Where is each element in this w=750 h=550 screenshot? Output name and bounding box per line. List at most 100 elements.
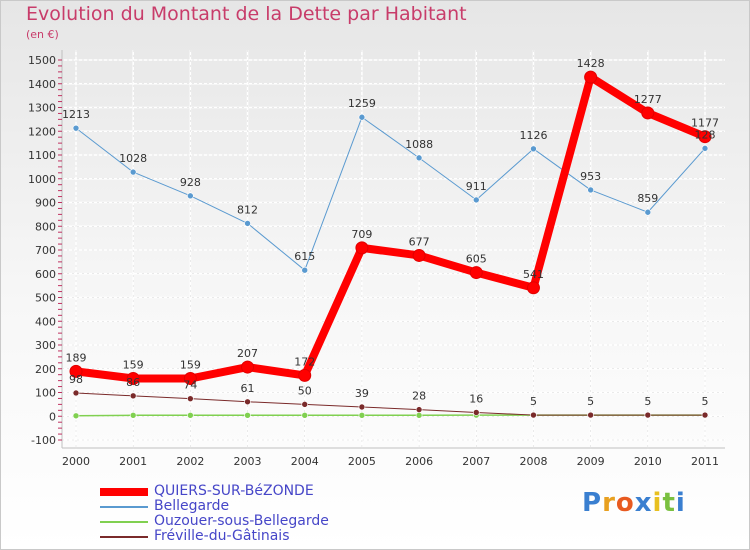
- data-label: 98: [69, 373, 83, 386]
- data-point: [698, 130, 712, 144]
- y-tick-label: 200: [35, 363, 56, 376]
- data-point: [129, 392, 137, 400]
- y-tick-label: 400: [35, 315, 56, 328]
- data-label: 1213: [62, 108, 90, 121]
- data-label: 605: [466, 253, 487, 266]
- data-label: 1259: [348, 97, 376, 110]
- data-label: 615: [294, 250, 315, 263]
- data-point: [584, 70, 598, 84]
- data-label: 1428: [577, 57, 605, 70]
- data-label: 953: [580, 170, 601, 183]
- data-label: 5: [530, 395, 537, 408]
- y-tick-label: 500: [35, 292, 56, 305]
- y-unit-label: (en €): [26, 28, 59, 41]
- x-tick-label: 2003: [234, 455, 262, 468]
- y-tick-label: -100: [31, 434, 56, 447]
- data-label: 39: [355, 387, 369, 400]
- data-label: 50: [298, 384, 312, 397]
- data-label: 159: [123, 358, 144, 371]
- x-tick-label: 2010: [634, 455, 662, 468]
- data-label: 86: [126, 376, 140, 389]
- data-point: [129, 168, 137, 176]
- grid: [62, 50, 725, 450]
- data-point: [301, 266, 309, 274]
- x-tick-label: 2007: [462, 455, 490, 468]
- x-tick-label: 2005: [348, 455, 376, 468]
- data-point: [701, 145, 709, 152]
- proxiti-logo: Proxiti: [582, 488, 686, 518]
- series-line: [75, 392, 706, 416]
- data-label: 16: [469, 392, 483, 405]
- data-point: [469, 266, 483, 280]
- data-point: [187, 395, 194, 402]
- data-point: [244, 398, 251, 406]
- data-point: [644, 411, 652, 419]
- data-label: 541: [523, 268, 544, 281]
- data-label: 5: [702, 395, 709, 408]
- data-label: 1277: [634, 93, 662, 106]
- data-point: [530, 145, 537, 153]
- x-tick-label: 2001: [119, 455, 147, 468]
- y-tick-label: 1100: [28, 149, 56, 162]
- chart-title: Evolution du Montant de la Dette par Hab…: [26, 3, 467, 25]
- data-point: [244, 220, 251, 227]
- data-label: 5: [587, 395, 594, 408]
- y-tick-label: 1200: [28, 125, 56, 138]
- x-tick-label: 2004: [291, 455, 319, 468]
- logo-letter: i: [652, 488, 663, 518]
- y-tick-label: 900: [35, 197, 56, 210]
- data-label: 28: [412, 390, 426, 403]
- data-label: 128: [695, 128, 716, 141]
- data-point: [129, 411, 137, 419]
- data-point: [301, 401, 309, 408]
- x-tick-label: 2002: [176, 455, 204, 468]
- data-point: [241, 360, 255, 374]
- data-label: 677: [409, 235, 430, 248]
- y-tick-label: 100: [35, 387, 56, 400]
- data-point: [355, 241, 369, 255]
- legend-swatch: [100, 506, 148, 508]
- data-label: 1177: [691, 117, 719, 130]
- data-label: 207: [237, 347, 258, 360]
- data-point: [587, 186, 594, 194]
- data-point: [358, 113, 366, 121]
- data-point: [415, 406, 423, 413]
- data-point: [472, 409, 480, 416]
- data-point: [526, 281, 540, 295]
- data-label: 61: [241, 382, 255, 395]
- legend-swatch: [100, 536, 148, 538]
- data-point: [358, 411, 366, 419]
- data-point: [415, 154, 423, 162]
- y-tick-label: 1300: [28, 102, 56, 115]
- logo-letter: x: [634, 488, 653, 518]
- data-point: [301, 411, 309, 419]
- y-tick-label: 300: [35, 339, 56, 352]
- data-point: [298, 368, 312, 382]
- data-label: 709: [351, 228, 372, 241]
- data-point: [701, 411, 709, 419]
- series-line: [72, 73, 709, 383]
- data-point: [412, 248, 426, 262]
- x-tick-label: 2006: [405, 455, 433, 468]
- data-label: 172: [294, 355, 315, 368]
- y-tick-label: 0: [49, 410, 56, 423]
- logo-letter: i: [675, 488, 686, 518]
- data-label: 159: [180, 358, 201, 371]
- y-tick-label: 700: [35, 244, 56, 257]
- x-tick-label: 2008: [519, 455, 547, 468]
- logo-letter: P: [582, 488, 603, 518]
- legend-label: Bellegarde: [154, 498, 230, 514]
- data-label: 928: [180, 176, 201, 189]
- legend-label: Ouzouer-sous-Bellegarde: [154, 513, 329, 529]
- y-tick-label: 1400: [28, 78, 56, 91]
- data-label: 1028: [119, 152, 147, 165]
- legend-swatch: [100, 521, 148, 523]
- data-label: 859: [637, 192, 658, 205]
- data-point: [187, 192, 194, 200]
- data-point: [72, 124, 80, 132]
- legend-label: QUIERS-SUR-BéZONDE: [154, 483, 314, 499]
- data-point: [187, 411, 194, 419]
- data-point: [126, 371, 140, 385]
- data-point: [69, 364, 83, 378]
- data-label: 812: [237, 203, 258, 216]
